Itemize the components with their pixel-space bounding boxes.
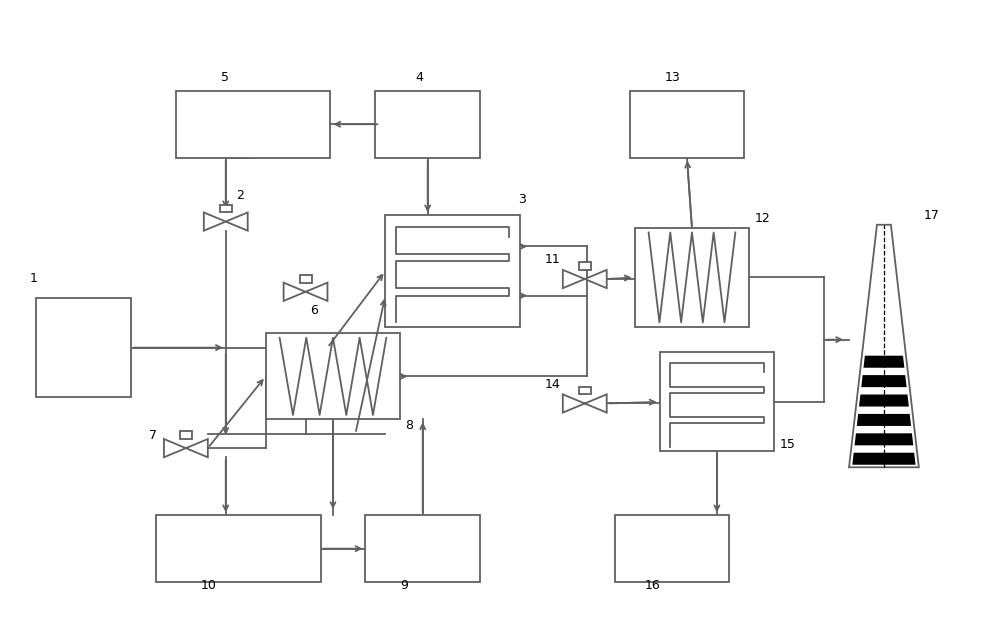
Text: 11: 11 — [545, 253, 561, 266]
Bar — [635, 228, 749, 327]
Bar — [375, 91, 480, 158]
Polygon shape — [861, 375, 907, 387]
Bar — [385, 215, 520, 327]
Polygon shape — [563, 270, 585, 288]
Text: 1: 1 — [29, 272, 37, 285]
Polygon shape — [284, 283, 306, 301]
Text: 15: 15 — [779, 438, 795, 451]
Text: 14: 14 — [545, 378, 561, 391]
Bar — [220, 204, 232, 212]
Polygon shape — [186, 439, 208, 457]
Text: 2: 2 — [236, 190, 244, 203]
Polygon shape — [306, 283, 327, 301]
Polygon shape — [863, 356, 904, 368]
Bar — [579, 262, 591, 270]
Text: 10: 10 — [201, 579, 217, 592]
Text: 3: 3 — [518, 192, 526, 206]
Bar — [660, 353, 774, 451]
Polygon shape — [852, 453, 916, 465]
Text: 4: 4 — [415, 71, 423, 85]
Polygon shape — [585, 394, 607, 413]
Polygon shape — [857, 414, 911, 426]
Bar — [156, 515, 320, 582]
Polygon shape — [164, 439, 186, 457]
Bar — [36, 298, 131, 397]
Text: 7: 7 — [149, 429, 157, 442]
Polygon shape — [849, 225, 919, 467]
Bar — [630, 91, 744, 158]
Polygon shape — [563, 394, 585, 413]
Text: 13: 13 — [665, 71, 680, 85]
Bar — [180, 431, 192, 439]
Polygon shape — [204, 212, 226, 231]
Bar — [266, 333, 400, 419]
Text: 12: 12 — [754, 212, 770, 225]
Polygon shape — [226, 212, 248, 231]
Bar — [579, 387, 591, 394]
Text: 5: 5 — [221, 71, 229, 85]
Polygon shape — [585, 270, 607, 288]
Text: 6: 6 — [311, 304, 318, 317]
Text: 16: 16 — [645, 579, 660, 592]
Text: 9: 9 — [400, 579, 408, 592]
Text: 17: 17 — [924, 208, 940, 222]
Polygon shape — [859, 394, 909, 406]
Bar — [365, 515, 480, 582]
Bar — [300, 275, 312, 283]
Bar — [615, 515, 729, 582]
Bar — [176, 91, 330, 158]
Text: 8: 8 — [405, 419, 413, 432]
Polygon shape — [855, 433, 913, 445]
